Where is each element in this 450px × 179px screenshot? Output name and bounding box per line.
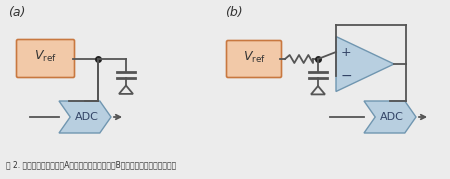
Text: (b): (b) <box>225 6 243 19</box>
Text: $V_{\mathrm{ref}}$: $V_{\mathrm{ref}}$ <box>34 49 57 64</box>
Text: (a): (a) <box>8 6 25 19</box>
Text: 图 2. 电压基准通常需要（A）一只層路电容，或（B）一只带缓冲放大器的电容: 图 2. 电压基准通常需要（A）一只層路电容，或（B）一只带缓冲放大器的电容 <box>6 160 176 169</box>
FancyBboxPatch shape <box>226 40 282 78</box>
Text: ADC: ADC <box>75 112 99 122</box>
FancyBboxPatch shape <box>17 40 75 78</box>
Polygon shape <box>336 37 394 91</box>
Text: $V_{\mathrm{ref}}$: $V_{\mathrm{ref}}$ <box>243 49 266 65</box>
Polygon shape <box>59 101 111 133</box>
Polygon shape <box>364 101 416 133</box>
Text: +: + <box>341 45 351 59</box>
Text: −: − <box>340 69 352 83</box>
Text: ADC: ADC <box>380 112 404 122</box>
